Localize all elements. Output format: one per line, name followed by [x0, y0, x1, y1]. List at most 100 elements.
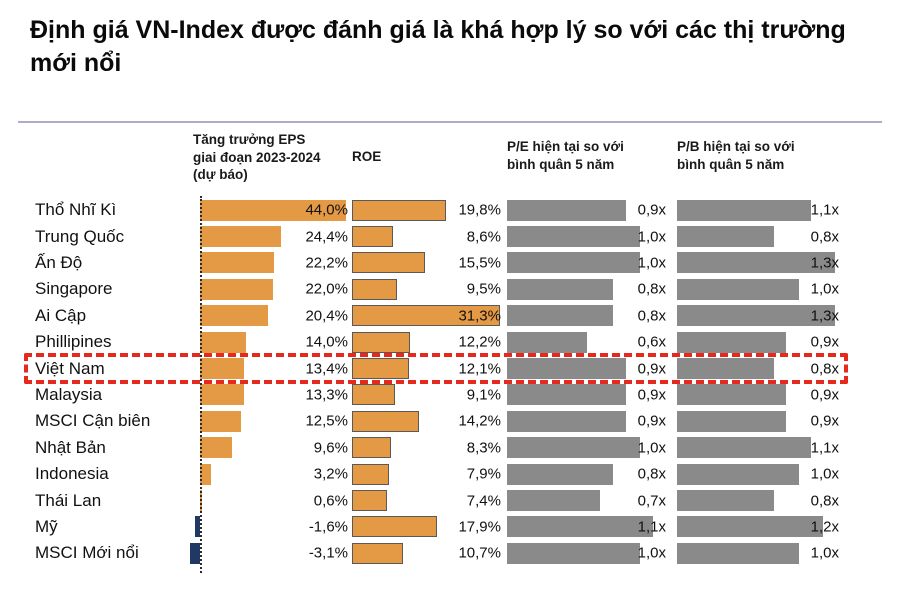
pb-value: 1,2x [810, 518, 839, 536]
pb-value: 1,1x [810, 201, 839, 219]
eps-bar [200, 437, 232, 459]
eps-bar [200, 410, 241, 432]
pe-bar [507, 410, 626, 432]
pb-value: 1,3x [810, 254, 839, 272]
eps-bar [200, 463, 211, 485]
roe-value: 7,9% [466, 465, 501, 483]
chart-row: Trung Quốc 24,4% 8,6% 1,0x 0,8x [0, 223, 900, 249]
pb-bar [677, 305, 835, 327]
row-label: Thổ Nhĩ Kì [35, 200, 117, 220]
eps-value: 24,4% [305, 228, 348, 246]
pe-value: 0,6x [637, 333, 666, 351]
pe-value: 0,8x [637, 307, 666, 325]
pe-bar [507, 463, 613, 485]
pe-bar [507, 331, 587, 353]
roe-bar [352, 410, 419, 432]
chart-body: Thổ Nhĩ Kì 44,0% 19,8% 0,9x 1,1x Trung Quốc 24… [0, 196, 900, 582]
eps-value: 20,4% [305, 307, 348, 325]
pb-bar [677, 199, 811, 221]
eps-value: 44,0% [305, 201, 348, 219]
pb-value: 1,0x [810, 280, 839, 298]
pb-value: 0,8x [810, 360, 839, 378]
chart-row: MSCI Cận biên 12,5% 14,2% 0,9x 0,9x [0, 408, 900, 434]
eps-bar [200, 331, 246, 353]
pe-value: 1,0x [637, 544, 666, 562]
row-label: Việt Nam [35, 358, 105, 378]
roe-bar [352, 226, 393, 248]
roe-value: 19,8% [458, 201, 501, 219]
row-label: Malaysia [35, 384, 103, 404]
pb-bar [677, 463, 799, 485]
pb-value: 0,8x [810, 228, 839, 246]
row-label: Trung Quốc [35, 226, 125, 246]
eps-value: -1,6% [308, 518, 348, 536]
pb-bar [677, 226, 774, 248]
roe-value: 8,6% [466, 228, 501, 246]
pe-bar [507, 226, 640, 248]
row-label: Mỹ [35, 516, 58, 536]
chart-row: Ai Cập 20,4% 31,3% 0,8x 1,3x [0, 303, 900, 329]
pe-value: 1,0x [637, 228, 666, 246]
pe-bar [507, 542, 640, 564]
roe-value: 9,1% [466, 386, 501, 404]
row-label: Phillipines [35, 332, 112, 352]
roe-bar [352, 305, 500, 327]
pe-bar [507, 384, 626, 406]
row-label: Ấn Độ [35, 252, 83, 272]
roe-value: 15,5% [458, 254, 501, 272]
chart-row: Phillipines 14,0% 12,2% 0,6x 0,9x [0, 329, 900, 355]
eps-bar [200, 305, 268, 327]
pb-value: 0,8x [810, 492, 839, 510]
vietnam-highlight-box [24, 352, 848, 384]
roe-value: 14,2% [458, 412, 501, 430]
pe-bar [507, 437, 640, 459]
roe-value: 31,3% [458, 307, 501, 325]
chart-row: Việt Nam 13,4% 12,1% 0,9x 0,8x [0, 355, 900, 381]
eps-bar [200, 358, 244, 380]
page-title: Định giá VN-Index được đánh giá là khá h… [30, 16, 846, 77]
column-header-pb: P/B hiện tại so với bình quân 5 năm [677, 139, 795, 172]
pb-bar [677, 542, 799, 564]
roe-value: 12,2% [458, 333, 501, 351]
roe-bar [352, 331, 410, 353]
pb-bar [677, 410, 786, 432]
pb-bar [677, 358, 774, 380]
eps-value: 22,0% [305, 280, 348, 298]
pb-value: 0,9x [810, 386, 839, 404]
pb-bar [677, 437, 811, 459]
eps-bar [200, 226, 281, 248]
roe-value: 8,3% [466, 439, 501, 457]
chart-row: Thái Lan 0,6% 7,4% 0,7x 0,8x [0, 487, 900, 513]
pe-value: 1,0x [637, 254, 666, 272]
roe-value: 10,7% [458, 544, 501, 562]
pb-bar [677, 384, 786, 406]
eps-value: 12,5% [305, 412, 348, 430]
roe-bar [352, 384, 395, 406]
roe-bar [352, 490, 387, 512]
pb-value: 1,3x [810, 307, 839, 325]
pb-value: 1,1x [810, 439, 839, 457]
roe-bar [352, 252, 425, 274]
chart-row: Malaysia 13,3% 9,1% 0,9x 0,9x [0, 382, 900, 408]
pe-value: 0,9x [637, 386, 666, 404]
roe-value: 12,1% [458, 360, 501, 378]
title-divider [18, 121, 882, 123]
chart-row: Thổ Nhĩ Kì 44,0% 19,8% 0,9x 1,1x [0, 197, 900, 223]
row-label: Ai Cập [35, 305, 87, 325]
pe-value: 0,8x [637, 280, 666, 298]
pe-bar [507, 199, 626, 221]
chart-row: Singapore 22,0% 9,5% 0,8x 1,0x [0, 276, 900, 302]
roe-bar [352, 278, 397, 300]
pe-bar [507, 305, 613, 327]
chart-row: Mỹ -1,6% 17,9% 1,1x 1,2x [0, 514, 900, 540]
roe-bar [352, 516, 437, 538]
row-label: MSCI Mới nổi [35, 543, 139, 563]
roe-value: 7,4% [466, 492, 501, 510]
pe-bar [507, 516, 653, 538]
row-label: Singapore [35, 279, 113, 299]
column-header-roe: ROE [352, 149, 382, 164]
roe-bar [352, 358, 409, 380]
pe-bar [507, 252, 640, 274]
row-label: Thái Lan [35, 490, 102, 510]
